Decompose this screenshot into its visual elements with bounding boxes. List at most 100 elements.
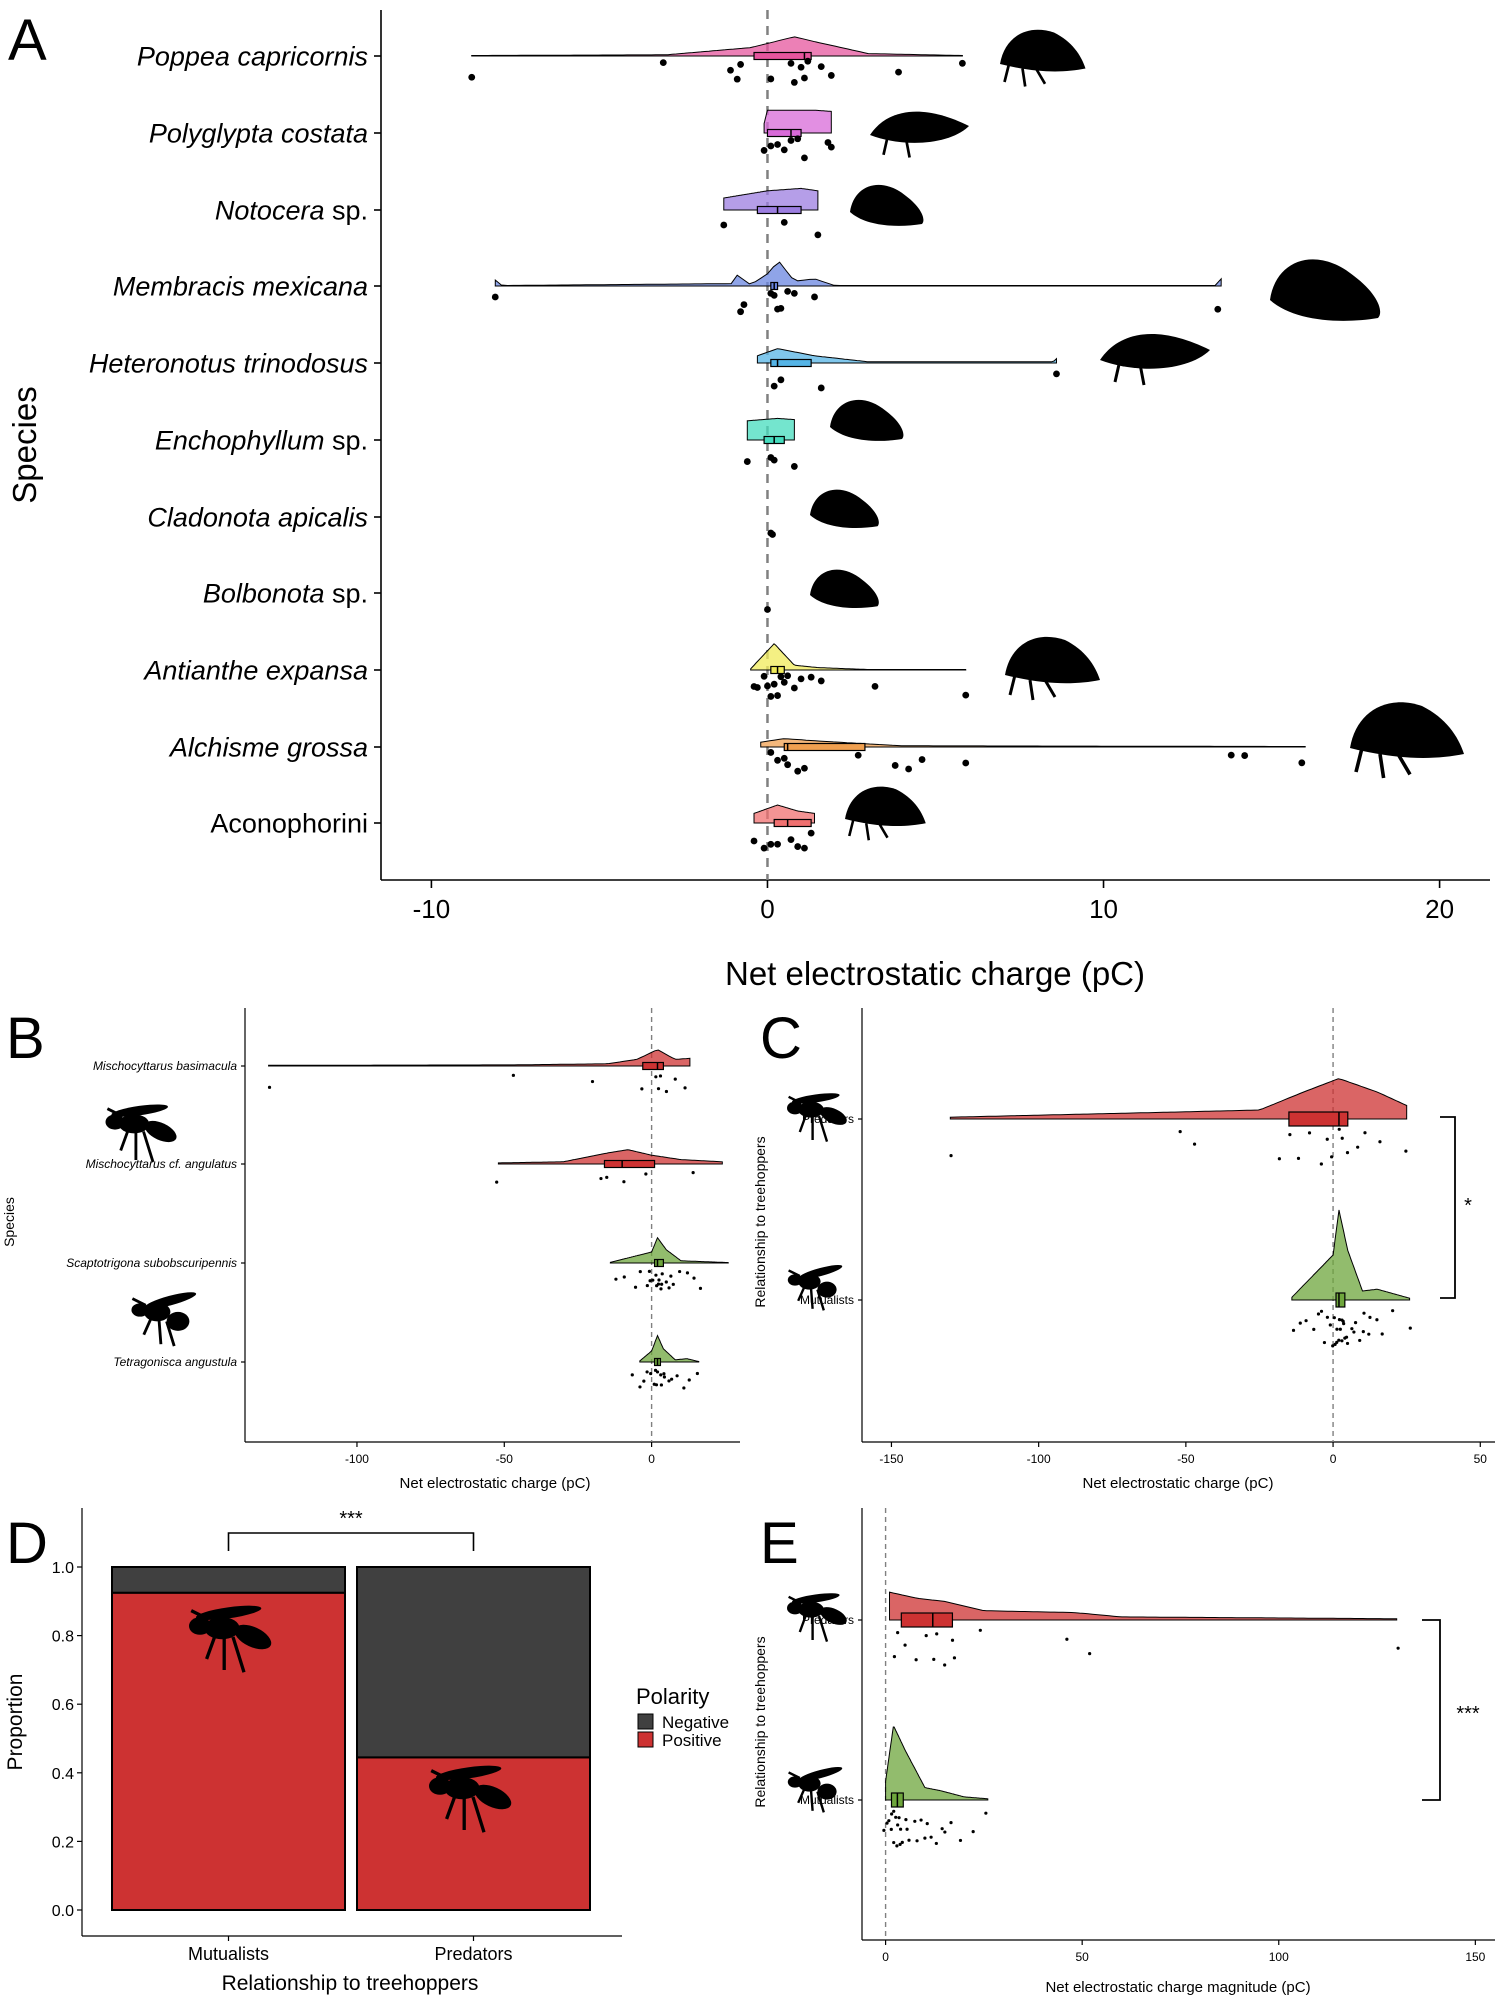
data-point xyxy=(770,382,778,390)
data-point xyxy=(764,606,771,613)
x-tick-label: -100 xyxy=(1027,1452,1051,1466)
data-point xyxy=(801,74,808,82)
data-point xyxy=(1344,1335,1349,1339)
box-iqr xyxy=(773,818,812,828)
data-point xyxy=(962,691,970,699)
data-point xyxy=(1345,1341,1350,1346)
data-point xyxy=(811,293,818,301)
data-point xyxy=(801,154,808,162)
box-iqr xyxy=(642,1061,664,1071)
data-point xyxy=(1337,1127,1341,1131)
category-membracis-mexicana: Membracis mexicana xyxy=(113,261,1222,316)
category-mutualists: Mutualists xyxy=(800,1209,1412,1348)
data-point xyxy=(905,1827,909,1831)
legend-title: Polarity xyxy=(636,1684,709,1709)
data-point xyxy=(769,531,776,538)
x-tick-label: 0 xyxy=(760,894,774,924)
data-point xyxy=(1178,1130,1182,1134)
data-point xyxy=(871,683,879,690)
data-point xyxy=(898,1842,902,1846)
y-tick-label: 1.0 xyxy=(52,1560,74,1577)
y-tick-label: Notocera sp. xyxy=(215,195,368,225)
data-point xyxy=(1340,1136,1344,1140)
data-point xyxy=(1342,1322,1346,1326)
data-point xyxy=(753,684,761,691)
box-iqr xyxy=(603,1159,656,1169)
data-point xyxy=(1356,1145,1360,1149)
data-point xyxy=(895,1844,899,1848)
data-point xyxy=(1340,1318,1344,1322)
data-point xyxy=(605,1175,609,1179)
density-curve xyxy=(723,187,819,211)
data-point xyxy=(1338,1327,1342,1331)
data-point xyxy=(1404,1149,1408,1153)
data-point xyxy=(1330,1155,1334,1159)
data-point xyxy=(1307,1131,1312,1135)
data-point xyxy=(794,135,802,143)
data-point xyxy=(784,287,792,295)
y-tick-label: Cladonota apicalis xyxy=(147,502,368,532)
x-axis-title: Net electrostatic charge (pC) xyxy=(1083,1475,1274,1492)
y-tick-label: 0.4 xyxy=(52,1766,74,1783)
data-point xyxy=(767,693,775,700)
legend-swatch-negative xyxy=(637,1713,654,1730)
data-point xyxy=(1319,1309,1324,1313)
panel-label-e: E xyxy=(760,1511,799,1576)
data-point xyxy=(891,762,899,769)
data-point xyxy=(698,1286,703,1290)
data-point xyxy=(932,1657,936,1661)
predator-wasp-icon xyxy=(785,1089,851,1143)
polyglypta-silhouette-icon xyxy=(868,110,971,159)
data-point xyxy=(1353,1321,1358,1325)
legend-label-positive: Positive xyxy=(662,1731,722,1750)
box-iqr xyxy=(756,205,802,215)
data-point xyxy=(659,59,667,67)
predator-wasp-icon xyxy=(785,1589,851,1643)
data-point xyxy=(678,1269,682,1274)
data-point xyxy=(929,1835,933,1839)
y-tick-label-italic: Alchisme grossa xyxy=(168,732,368,762)
data-point xyxy=(622,1180,626,1184)
x-tick-label: Predators xyxy=(434,1944,512,1964)
x-tick-label: 0 xyxy=(882,1950,889,1964)
data-point xyxy=(599,1176,603,1181)
data-point xyxy=(770,456,778,464)
box-iqr xyxy=(900,1612,954,1628)
data-point xyxy=(692,1276,696,1280)
data-point xyxy=(923,1836,927,1840)
data-point xyxy=(648,1279,652,1283)
data-point xyxy=(949,1154,953,1158)
y-tick-label: Mutualists xyxy=(800,1793,854,1807)
x-tick-label: -50 xyxy=(496,1452,514,1466)
data-point xyxy=(827,72,835,79)
y-axis-title: Relationship to treehoppers xyxy=(752,1136,768,1307)
data-point xyxy=(1241,752,1249,759)
data-point xyxy=(1380,1332,1384,1336)
data-point xyxy=(658,1074,663,1078)
data-point xyxy=(774,692,781,699)
data-point xyxy=(495,1180,499,1184)
x-tick-label: -100 xyxy=(345,1452,369,1466)
y-tick-label: Poppea capricornis xyxy=(137,41,368,71)
data-point xyxy=(670,1377,674,1381)
data-point xyxy=(614,1277,618,1281)
data-point xyxy=(491,293,499,301)
data-point xyxy=(892,1840,896,1845)
data-point xyxy=(652,1382,656,1386)
data-point xyxy=(1328,1323,1332,1327)
density-curve xyxy=(1291,1209,1411,1301)
data-point xyxy=(511,1073,515,1077)
data-point xyxy=(657,1278,661,1282)
density-curve xyxy=(763,109,832,134)
data-point xyxy=(801,764,808,772)
data-point xyxy=(807,829,815,837)
category-notocera-sp: Notocera sp. xyxy=(215,187,822,239)
significance-marker: *** xyxy=(1456,1703,1480,1725)
data-point xyxy=(645,1370,649,1374)
panel-b: -100 -50 0 Net electrostatic charge (pC) Spe… xyxy=(1,1008,740,1492)
y-tick-label: 0.2 xyxy=(52,1834,74,1851)
data-point xyxy=(667,1286,671,1290)
data-point xyxy=(644,1172,648,1176)
density-curve xyxy=(494,261,1222,287)
data-point xyxy=(1288,1133,1292,1137)
